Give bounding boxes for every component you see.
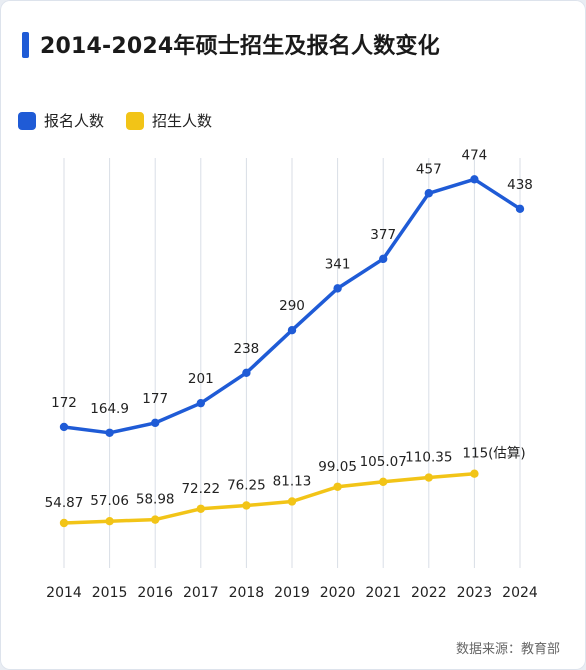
chart-legend: 报名人数 招生人数 <box>18 110 234 131</box>
data-label-s1-2014: 172 <box>51 395 77 411</box>
data-label-s1-2016: 177 <box>142 391 168 407</box>
data-label-s2-2020: 99.05 <box>318 459 357 475</box>
data-label-s2-2022: 110.35 <box>405 450 452 466</box>
data-label-s1-2022: 457 <box>416 161 442 177</box>
x-tick-label-2023: 2023 <box>457 585 493 601</box>
data-label-s2-2021: 105.07 <box>360 454 407 470</box>
data-label-s1-2018: 238 <box>234 341 260 357</box>
data-point-s1-2019 <box>287 326 297 335</box>
x-tick-label-2024: 2024 <box>502 585 538 601</box>
data-point-s1-2015 <box>105 428 114 437</box>
series-line-2 <box>62 471 477 525</box>
data-point-s1-2024 <box>515 204 525 214</box>
legend-label-applicants: 报名人数 <box>44 112 105 130</box>
data-label-s2-2017: 72.22 <box>181 481 220 497</box>
data-point-s1-2021 <box>379 254 388 264</box>
data-label-s2-2018: 76.25 <box>227 477 266 493</box>
data-point-s2-2015 <box>105 517 114 526</box>
data-point-s2-2014 <box>59 518 69 528</box>
data-point-s2-2016 <box>151 515 160 524</box>
data-point-s2-2020 <box>333 482 342 491</box>
x-tick-label-2020: 2020 <box>320 585 356 601</box>
data-label-s1-2020: 341 <box>325 256 351 272</box>
data-point-s1-2020 <box>333 284 342 293</box>
x-tick-label-2017: 2017 <box>183 585 219 601</box>
data-point-s1-2014 <box>59 422 69 432</box>
title-accent-bar <box>22 32 29 58</box>
data-label-s1-2017: 201 <box>188 371 214 387</box>
data-label-s1-2023: 474 <box>462 147 488 163</box>
x-tick-label-2019: 2019 <box>274 585 310 601</box>
legend-swatch-applicants <box>18 111 36 130</box>
data-point-s1-2018 <box>242 368 251 378</box>
data-point-s2-2018 <box>242 501 251 510</box>
data-point-s2-2021 <box>379 477 388 487</box>
data-point-s2-2023 <box>470 469 479 478</box>
data-point-s1-2022 <box>424 189 433 198</box>
data-point-s1-2017 <box>196 398 205 408</box>
data-point-s1-2023 <box>470 175 479 184</box>
x-tick-label-2021: 2021 <box>365 585 401 601</box>
source-note: 数据来源：教育部 <box>455 642 560 657</box>
data-point-s2-2017 <box>196 504 205 513</box>
data-point-s1-2016 <box>151 418 160 428</box>
legend-item-applicants: 报名人数 <box>18 110 104 131</box>
data-label-s1-2019: 290 <box>279 298 305 314</box>
data-label-s2-2015: 57.06 <box>90 493 129 509</box>
data-label-s1-2024: 438 <box>507 177 533 193</box>
data-label-s2-2023: 115(估算) <box>462 446 525 462</box>
x-tick-label-2022: 2022 <box>411 585 447 601</box>
data-point-s2-2022 <box>424 473 433 482</box>
data-point-s2-2019 <box>287 497 297 506</box>
legend-label-enrollment: 招生人数 <box>152 112 213 130</box>
x-tick-label-2016: 2016 <box>137 585 173 601</box>
data-label-s2-2016: 58.98 <box>136 492 175 508</box>
legend-swatch-enrollment <box>126 111 145 130</box>
data-label-s2-2014: 54.87 <box>45 495 84 511</box>
x-tick-label-2014: 2014 <box>46 585 82 601</box>
legend-item-enrollment: 招生人数 <box>126 110 212 131</box>
x-tick-label-2015: 2015 <box>92 585 128 601</box>
x-tick-label-2018: 2018 <box>229 585 265 601</box>
data-label-s1-2015: 164.9 <box>90 401 129 417</box>
chart-title: 2014-2024年硕士招生及报名人数变化 <box>40 34 440 59</box>
data-label-s1-2021: 377 <box>370 227 396 243</box>
data-label-s2-2019: 81.13 <box>273 473 312 489</box>
